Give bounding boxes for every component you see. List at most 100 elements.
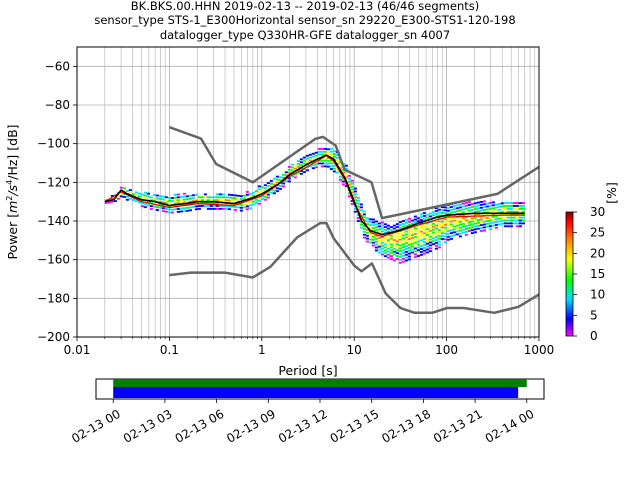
psd-cell — [434, 241, 438, 244]
psd-cell — [239, 209, 243, 212]
psd-cell — [221, 205, 225, 207]
psd-cell — [515, 205, 519, 207]
psd-cell — [191, 205, 195, 208]
psd-cell — [419, 245, 423, 248]
psd-cell — [371, 221, 375, 224]
psd-cell — [140, 196, 144, 199]
psd-cell — [356, 208, 360, 211]
psd-cell — [110, 200, 114, 203]
psd-cell — [428, 229, 432, 232]
psd-cell — [515, 207, 519, 210]
psd-cell — [281, 182, 285, 185]
psd-cell — [200, 202, 204, 204]
psd-cell — [464, 204, 468, 207]
psd-cell — [161, 198, 165, 201]
psd-cell — [245, 208, 249, 211]
psd-cell — [446, 206, 450, 209]
psd-cell — [398, 241, 402, 244]
psd-cell — [386, 253, 390, 256]
psd-cell — [425, 225, 429, 228]
psd-cell — [341, 183, 345, 186]
psd-cell — [473, 205, 477, 208]
psd-cell — [446, 227, 450, 230]
psd-cell — [506, 216, 510, 219]
psd-cell — [416, 255, 420, 257]
psd-cell — [173, 202, 177, 205]
psd-cell — [446, 221, 450, 224]
psd-cell — [347, 180, 351, 183]
psd-cell — [497, 205, 501, 208]
psd-cell — [389, 234, 393, 237]
psd-cell — [347, 192, 351, 195]
psd-cell — [317, 153, 321, 156]
psd-cell — [449, 232, 453, 235]
psd-cell — [272, 189, 276, 192]
psd-cell — [443, 232, 447, 235]
psd-cell — [167, 199, 171, 202]
psd-cell — [482, 223, 486, 226]
psd-cell — [521, 219, 525, 222]
psd-cell — [452, 211, 456, 213]
psd-cell — [203, 193, 207, 196]
psd-cell — [422, 223, 426, 226]
psd-cell — [437, 223, 441, 226]
psd-cell — [407, 258, 411, 261]
psd-cell — [386, 239, 390, 242]
psd-cell — [401, 237, 405, 240]
psd-cell — [275, 175, 279, 178]
psd-cell — [128, 189, 132, 192]
psd-cell — [407, 252, 411, 255]
psd-cell — [446, 235, 450, 238]
psd-cell — [404, 242, 408, 245]
psd-cell — [323, 159, 327, 162]
psd-cell — [347, 174, 351, 177]
psd-cell — [266, 187, 270, 190]
psd-cell — [185, 201, 189, 204]
psd-cell — [344, 176, 348, 179]
psd-cell — [239, 203, 243, 206]
colorbar-tick-label: 20 — [590, 246, 605, 260]
psd-cell — [287, 180, 291, 183]
psd-cell — [257, 202, 261, 205]
psd-cell — [467, 224, 471, 227]
psd-cell — [452, 208, 456, 211]
psd-cell — [398, 247, 402, 250]
timeline-tick-label: 02-13 21 — [431, 407, 485, 446]
psd-cell — [191, 197, 195, 200]
psd-cell — [191, 200, 195, 203]
x-tick-label: 0.1 — [160, 343, 179, 357]
y-tick-label: −180 — [37, 291, 70, 305]
psd-cell — [233, 206, 237, 208]
psd-cell — [374, 226, 378, 229]
psd-cell — [386, 256, 390, 259]
psd-cell — [518, 205, 522, 207]
psd-cell — [476, 219, 480, 221]
psd-cell — [491, 215, 495, 218]
psd-cell — [368, 235, 372, 238]
psd-cell — [254, 190, 258, 193]
psd-cell — [320, 162, 324, 165]
psd-cell — [326, 165, 330, 168]
psd-cell — [143, 194, 147, 197]
psd-cell — [311, 164, 315, 167]
psd-cell — [149, 196, 153, 199]
psd-cell — [365, 240, 369, 243]
psd-cell — [425, 213, 429, 216]
psd-cell — [182, 195, 186, 198]
colorbar — [565, 211, 574, 337]
psd-cell — [278, 187, 282, 190]
x-tick-label: 10 — [347, 343, 362, 357]
psd-cell — [515, 210, 519, 213]
psd-cell — [257, 188, 261, 191]
psd-cell — [419, 248, 423, 250]
psd-cell — [299, 164, 303, 167]
psd-cell — [149, 205, 153, 208]
psd-cell — [350, 203, 354, 205]
timeline-tick-label: 02-13 06 — [173, 407, 227, 446]
psd-cell — [407, 241, 411, 243]
timeline-tick-label: 02-13 15 — [328, 407, 382, 446]
psd-cell — [215, 207, 219, 210]
psd-cell — [389, 229, 393, 231]
psd-cell — [407, 255, 411, 258]
psd-cell — [407, 243, 411, 246]
